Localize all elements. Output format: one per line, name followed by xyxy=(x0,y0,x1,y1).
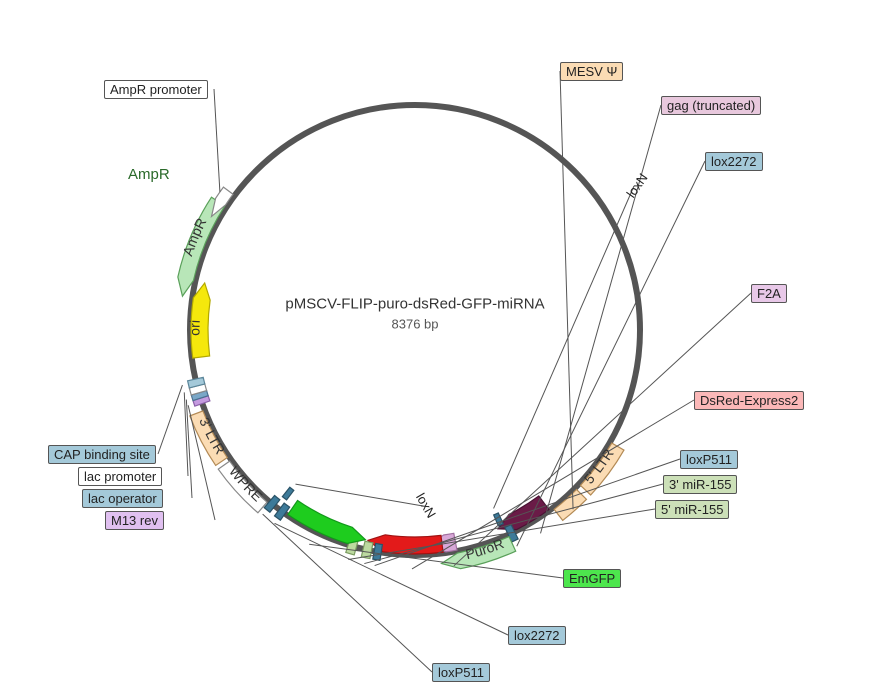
callout-lox2272: lox2272 xyxy=(705,152,763,171)
callout-line xyxy=(158,385,182,454)
callout-line xyxy=(184,392,188,476)
callout-line xyxy=(412,400,694,569)
callout-ampr-promoter: AmpR promoter xyxy=(104,80,208,99)
callout-dsred-express2: DsRed-Express2 xyxy=(694,391,804,410)
callout-line xyxy=(454,293,751,566)
feature-loxp511-a xyxy=(373,543,383,560)
callout-mesv-: MESV Ψ xyxy=(560,62,623,81)
outer-label-ampr: AmpR xyxy=(128,166,170,183)
callout-emgfp: EmGFP xyxy=(563,569,621,588)
callout-3-mir-155: 3' miR-155 xyxy=(663,475,737,494)
callout-loxp511: loxP511 xyxy=(432,663,490,682)
plasmid-size: 8376 bp xyxy=(392,316,439,331)
callout-lac-promoter: lac promoter xyxy=(78,467,162,486)
callout-m13-rev: M13 rev xyxy=(105,511,164,530)
plasmid-name: pMSCV-FLIP-puro-dsRed-GFP-miRNA xyxy=(285,296,544,313)
plasmid-title: pMSCV-FLIP-puro-dsRed-GFP-miRNA 8376 bp xyxy=(285,295,544,334)
feature-loxn-b xyxy=(282,487,293,500)
callout-lox2272: lox2272 xyxy=(508,626,566,645)
callout-line xyxy=(295,484,423,506)
callout-gag-truncated-: gag (truncated) xyxy=(661,96,761,115)
callout-lac-operator: lac operator xyxy=(82,489,163,508)
callout-5-mir-155: 5' miR-155 xyxy=(655,500,729,519)
callout-line xyxy=(214,89,220,192)
callout-cap-binding-site: CAP binding site xyxy=(48,445,156,464)
callout-f2a: F2A xyxy=(751,284,787,303)
callout-loxp511: loxP511 xyxy=(680,450,738,469)
